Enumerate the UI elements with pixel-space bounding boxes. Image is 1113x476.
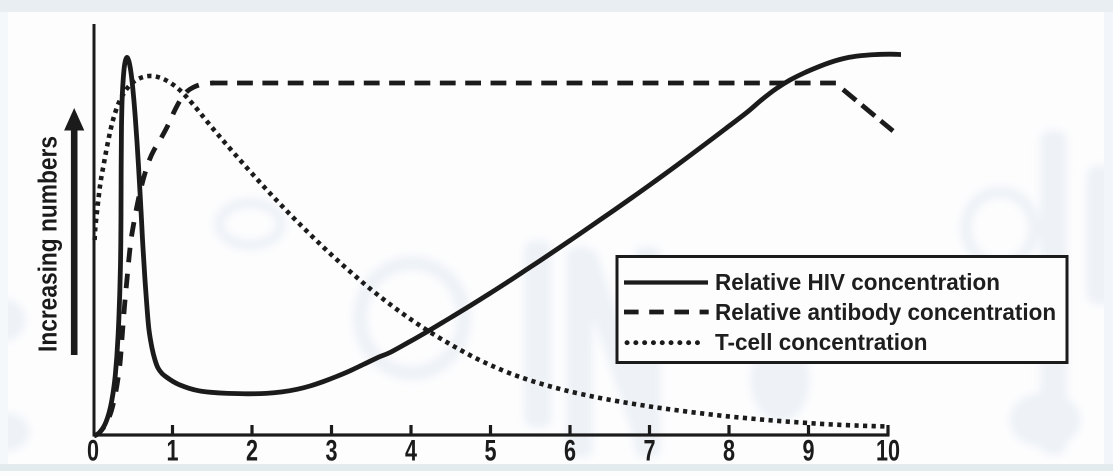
svg-text:Increasing numbers: Increasing numbers xyxy=(34,136,63,352)
svg-text:0: 0 xyxy=(87,433,99,467)
svg-text:5: 5 xyxy=(484,433,496,467)
svg-text:2: 2 xyxy=(246,433,258,467)
svg-text:8: 8 xyxy=(723,433,735,467)
svg-text:6: 6 xyxy=(564,433,576,467)
svg-text:1: 1 xyxy=(166,433,178,467)
svg-text:Relative HIV concentration: Relative HIV concentration xyxy=(715,269,1000,296)
svg-text:9: 9 xyxy=(802,433,814,467)
svg-text:10: 10 xyxy=(876,433,900,467)
svg-text:4: 4 xyxy=(405,433,417,467)
svg-text:T-cell concentration: T-cell concentration xyxy=(715,329,927,356)
svg-text:Relative antibody concentratio: Relative antibody concentration xyxy=(715,299,1056,326)
svg-text:7: 7 xyxy=(643,433,655,467)
svg-text:3: 3 xyxy=(325,433,337,467)
